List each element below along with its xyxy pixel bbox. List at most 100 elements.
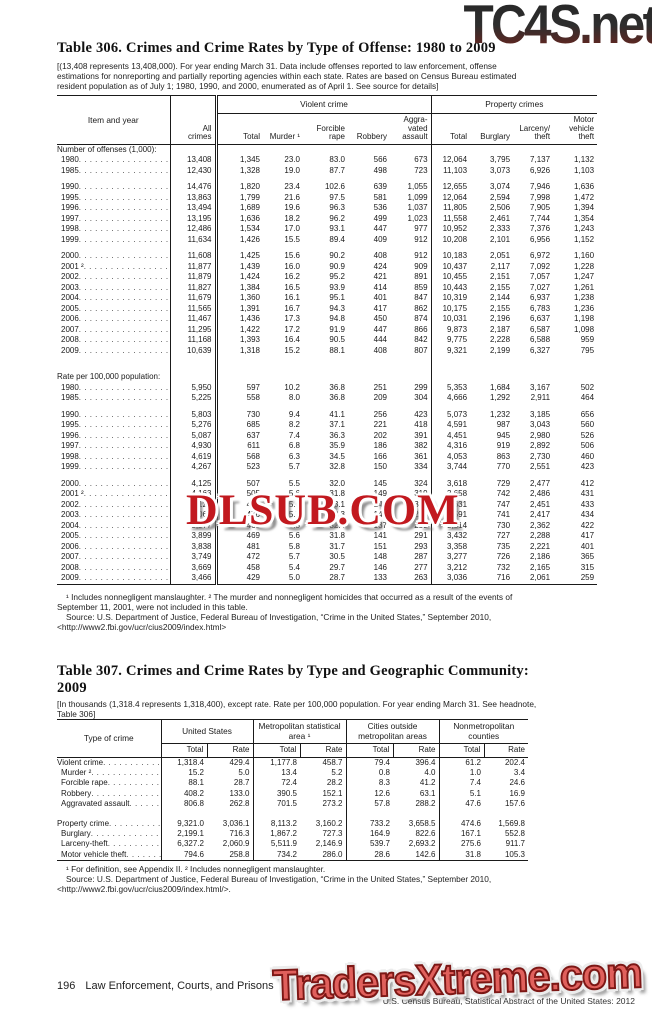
dot-leader [84,262,169,273]
value-cell: 523 [246,462,260,472]
value-cell: 152.1 [300,788,347,800]
dot-leader [79,272,169,283]
value-cell: 79.4 [374,757,390,767]
value-cell: 3,358 [447,541,468,551]
value-cell: 142 [373,510,387,520]
value-cell: 423 [580,462,595,472]
value-cell: 5.6 [288,531,300,541]
spacer-cell [57,403,171,410]
value-cell: 93.9 [329,282,345,292]
value-cell: 16.1 [284,293,300,303]
row-label-cell: 1990 [57,409,171,421]
row-label: 2006 [61,541,79,551]
value-cell: 909 [390,261,432,273]
row-label-wrap: 1999 [57,462,169,473]
value-cell: 505 [246,489,260,499]
value-cell: 1,436 [239,314,260,324]
dot-leader [84,489,169,500]
row-label-wrap: 1985 [57,393,169,404]
value-cell [431,372,470,383]
value-cell: 4,067 [170,510,218,521]
value-cell: 6,587 [530,324,551,334]
column-header-motor-vehicle-theft: Motor vehicle theft [553,113,598,145]
value-cell: 91.9 [329,324,345,334]
row-label-cell: 2006 [57,541,171,553]
row-label-cell: 2001 ² [57,489,171,500]
row-label-wrap: 1995 [57,420,169,431]
table-row: Larceny-theft 6,327.22,060.9 5,511.92,146.… [57,839,528,850]
value-cell: 11,877 [170,261,218,273]
dot-leader [79,510,169,521]
headnote-line: resident population as of July 1; 1980, … [57,81,439,91]
dot-leader [79,224,169,235]
value-cell: 568 [246,451,260,461]
value-cell: 3,631 [447,499,468,509]
value-cell: 0.8 [378,768,390,777]
row-label: Motor vehicle theft [61,849,127,859]
value-cell: 5,950 [170,382,218,394]
value-cell: 11,805 [443,203,468,213]
value-cell: 31.8 [329,531,345,541]
value-cell: 526 [580,430,595,440]
value-cell: 2,288 [530,531,551,541]
row-label-cell: 2003 [57,510,171,521]
table306-headnote: [(13,408 represents 13,408,000). For yea… [57,61,602,91]
value-cell: 6,972 [530,251,551,261]
row-label-wrap: 2001 ² [57,261,169,273]
value-cell: 4,619 [170,451,218,463]
row-label: 1997 [61,213,79,223]
row-label: 2001 ² [61,261,84,271]
column-header-violent-total: Total [216,113,263,145]
value-cell: 5,087 [170,430,218,442]
value-cell: 1,232 [490,409,511,419]
value-cell: 95.1 [329,293,345,303]
value-cell: 7,946 [530,182,551,192]
value-cell: 5.7 [288,462,300,472]
row-label: Burglary [61,829,91,839]
spacer-cell [390,403,432,410]
row-label: 2005 [61,303,79,313]
value-cell: 11,467 [170,314,218,325]
value-cell: 13,863 [170,192,218,204]
row-label-cell: 2007 [57,552,171,563]
spacer-cell [390,245,432,252]
row-label-cell: 1985 [57,393,171,404]
column-header-rate: Rate [207,743,254,758]
value-cell: 19.0 [284,165,300,175]
value-cell: 1,261 [574,282,595,292]
column-header-total: Total [439,743,485,758]
row-label-cell: 1998 [57,451,171,463]
row-label-wrap: Aggravated assault [57,799,160,809]
value-cell: 11,679 [170,293,218,304]
value-cell: 6,956 [530,234,551,244]
dot-leader [79,552,169,563]
value-cell: 10,455 [442,272,468,282]
value-cell: 2,151 [490,272,511,282]
value-cell: 1,689 [239,203,260,213]
value-cell: 987 [496,420,511,430]
value-cell: 1,426 [239,234,260,244]
row-label-wrap: 1997 [57,441,169,452]
value-cell [216,144,263,155]
spacer-row [57,403,597,410]
value-cell: 12,655 [442,182,468,192]
spacer-cell [57,245,171,252]
value-cell: 10,443 [442,282,468,292]
dot-leader [79,155,169,166]
value-cell: 16.2 [284,272,300,282]
dot-leader [79,420,169,431]
value-cell: 258.8 [207,849,254,861]
value-cell: 2,165 [530,562,551,572]
footnote-line: ¹ Includes nonnegligent manslaughter. ² … [66,592,513,602]
row-label: Aggravated assault [61,799,130,809]
value-cell: 2,146.9 [300,839,347,850]
